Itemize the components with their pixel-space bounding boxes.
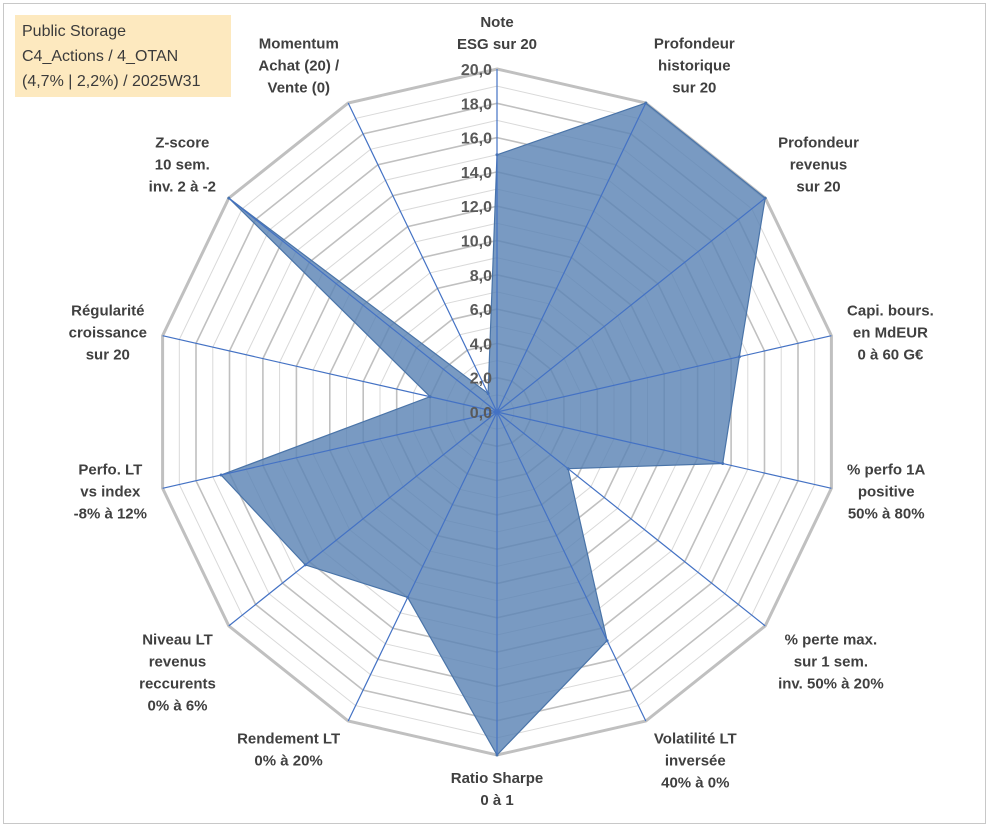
axis-label: Rendement LT 0% à 20% [237, 731, 340, 770]
axis-spoke [496, 411, 766, 627]
axis-spoke [228, 411, 498, 627]
axis-label: % perfo 1A positive 50% à 80% [847, 461, 926, 522]
axis-label: Niveau LT revenus reccurents 0% à 6% [139, 632, 216, 715]
chart-frame: 0,0 2,0 4,0 6,0 8,0 10,0 12,0 14,0 16,0 18,0 20,0 … [3, 3, 986, 824]
axis-spoke [228, 197, 498, 413]
axis-label-line: inv. 2 à -2 [149, 178, 216, 195]
info-box: Public Storage C4_Actions / 4_OTAN (4,7%… [15, 15, 231, 97]
axis-label-line: Volatilité LT [654, 731, 737, 748]
spoke-layer [162, 69, 832, 755]
tick-label-layer: 0,0 2,0 4,0 6,0 8,0 10,0 12,0 14,0 16,0 18,0 20,0 [461, 62, 492, 422]
axis-label-line: sur 20 [672, 79, 716, 96]
axis-label-line: 40% à 0% [661, 775, 729, 792]
axis-label-line: Achat (20) / [258, 57, 340, 74]
info-company: Public Storage [22, 23, 127, 40]
axis-label: Note ESG sur 20 [457, 14, 537, 53]
axis-label-line: Vente (0) [268, 79, 331, 96]
tick-label: 14,0 [461, 165, 492, 182]
axis-label-line: Profondeur [654, 35, 735, 52]
axis-label: Perfo. LT vs index -8% à 12% [74, 461, 147, 522]
axis-label-line: 0% à 6% [147, 698, 207, 715]
axis-spoke [162, 335, 498, 413]
axis-spoke [347, 102, 498, 413]
axis-label-line: reccurents [139, 676, 216, 693]
axis-label: Ratio Sharpe 0 à 1 [451, 770, 544, 809]
axis-label-line: -8% à 12% [74, 505, 147, 522]
axis-label-line: % perte max. [785, 632, 878, 649]
axis-label-line: 0 à 60 G€ [857, 347, 924, 364]
axis-label-line: Profondeur [778, 134, 859, 151]
axis-label-line: Régularité [71, 303, 144, 320]
axis-label-line: sur 20 [86, 347, 130, 364]
axis-label-line: revenus [790, 156, 848, 173]
series-layer [219, 101, 767, 757]
axis-label: Profondeur historique sur 20 [654, 35, 735, 96]
axis-spoke [496, 102, 647, 413]
axis-spoke [496, 411, 832, 489]
tick-label: 6,0 [470, 302, 492, 319]
info-category: C4_Actions / 4_OTAN [22, 48, 179, 65]
axis-label-line: historique [658, 57, 731, 74]
tick-label: 8,0 [470, 268, 492, 285]
series-area [220, 102, 766, 756]
axis-label-line: croissance [69, 325, 147, 342]
axis-label-line: sur 1 sem. [794, 654, 868, 671]
axis-label: Régularité croissance sur 20 [69, 303, 147, 364]
tick-label: 4,0 [470, 336, 492, 353]
axis-label: Profondeur revenus sur 20 [778, 134, 859, 195]
axis-spoke [496, 197, 766, 413]
axis-label-line: Z-score [155, 134, 209, 151]
axis-label-line: Rendement LT [237, 731, 340, 748]
info-period: (4,7% | 2,2%) / 2025W31 [22, 73, 201, 90]
axis-label-line: sur 20 [796, 178, 840, 195]
tick-label: 0,0 [470, 405, 492, 422]
tick-label: 16,0 [461, 131, 492, 148]
axis-label-line: 0% à 20% [254, 753, 322, 770]
tick-label: 2,0 [470, 371, 492, 388]
radar-chart: 0,02,04,06,08,010,012,014,016,018,020,0 … [69, 14, 934, 809]
tick-label: 12,0 [461, 199, 492, 216]
axis-label-line: ESG sur 20 [457, 36, 537, 53]
axis-label-line: revenus [149, 654, 207, 671]
tick-label: 20,0 [461, 62, 492, 79]
axis-label-line: positive [858, 483, 915, 500]
axis-label-line: % perfo 1A [847, 461, 926, 478]
tick-label: 18,0 [461, 96, 492, 113]
axis-label-line: Ratio Sharpe [451, 770, 544, 787]
axis-label-line: en MdEUR [853, 325, 928, 342]
axis-label: Capi. bours. en MdEUR 0 à 60 G€ [847, 303, 934, 364]
axis-label: Momentum Achat (20) / Vente (0) [258, 35, 340, 96]
axis-label-line: inversée [665, 753, 726, 770]
axis-label-line: vs index [80, 483, 141, 500]
axis-spoke [496, 411, 647, 722]
axis-label-line: inv. 50% à 20% [778, 676, 884, 693]
axis-label-line: 50% à 80% [848, 505, 925, 522]
axis-label: Volatilité LT inversée 40% à 0% [654, 731, 737, 792]
axis-label-line: Momentum [259, 35, 339, 52]
axis-label-line: 0 à 1 [480, 792, 513, 809]
axis-label: % perte max. sur 1 sem. inv. 50% à 20% [778, 632, 884, 693]
axis-label-line: Perfo. LT [78, 461, 142, 478]
axis-spoke [347, 411, 498, 722]
axis-label-line: Niveau LT [142, 632, 213, 649]
axis-spoke [496, 335, 832, 413]
axis-label-line: 10 sem. [155, 156, 210, 173]
axis-label-line: Note [480, 14, 513, 31]
axis-label-line: Capi. bours. [847, 303, 934, 320]
tick-label: 10,0 [461, 234, 492, 251]
axis-label-layer: Note ESG sur 20 Profondeur historique sur 20… [69, 14, 934, 809]
axis-label: Z-score 10 sem. inv. 2 à -2 [149, 134, 216, 195]
axis-spoke [162, 411, 498, 489]
